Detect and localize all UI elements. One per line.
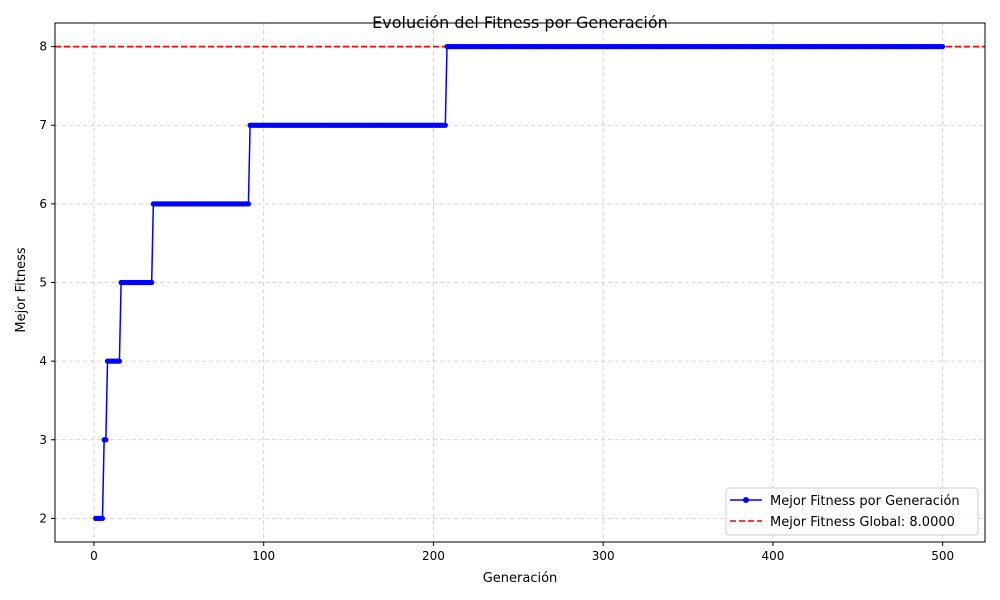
y-tick-label: 8 bbox=[39, 40, 47, 54]
x-tick-label: 0 bbox=[90, 549, 98, 563]
y-tick-label: 7 bbox=[39, 118, 47, 132]
series-group bbox=[93, 43, 946, 522]
x-axis-label: Generación bbox=[483, 571, 558, 586]
data-point bbox=[442, 122, 448, 128]
data-point bbox=[116, 358, 123, 364]
legend-series-marker bbox=[743, 497, 749, 503]
y-tick-label: 5 bbox=[39, 276, 47, 290]
legend-reference-label: Mejor Fitness Global: 8.0000 bbox=[770, 515, 955, 530]
series-markers bbox=[93, 43, 946, 522]
x-tick-label: 100 bbox=[252, 549, 275, 563]
data-point bbox=[149, 279, 155, 286]
y-tick-label: 4 bbox=[39, 354, 47, 368]
x-tick-label: 300 bbox=[592, 549, 615, 563]
chart-title: Evolución del Fitness por Generación bbox=[372, 13, 668, 32]
y-tick-label: 2 bbox=[39, 511, 47, 525]
x-tick-label: 500 bbox=[931, 549, 954, 563]
y-tick-label: 3 bbox=[39, 433, 47, 447]
x-axis-ticks: 0 100 200 300 400 500 bbox=[90, 542, 954, 563]
legend: Mejor Fitness por Generación Mejor Fitne… bbox=[725, 487, 979, 536]
data-point bbox=[103, 437, 109, 443]
x-tick-label: 400 bbox=[761, 549, 784, 563]
y-axis-label: Mejor Fitness bbox=[14, 247, 29, 333]
x-tick-label: 200 bbox=[422, 549, 445, 563]
y-tick-label: 6 bbox=[39, 197, 47, 211]
legend-box bbox=[725, 487, 979, 536]
y-axis-ticks: 2 3 4 5 6 7 8 bbox=[39, 40, 55, 525]
data-point bbox=[245, 201, 252, 207]
data-point bbox=[99, 515, 106, 522]
data-point bbox=[940, 43, 946, 50]
legend-series-label: Mejor Fitness por Generación bbox=[770, 494, 960, 509]
